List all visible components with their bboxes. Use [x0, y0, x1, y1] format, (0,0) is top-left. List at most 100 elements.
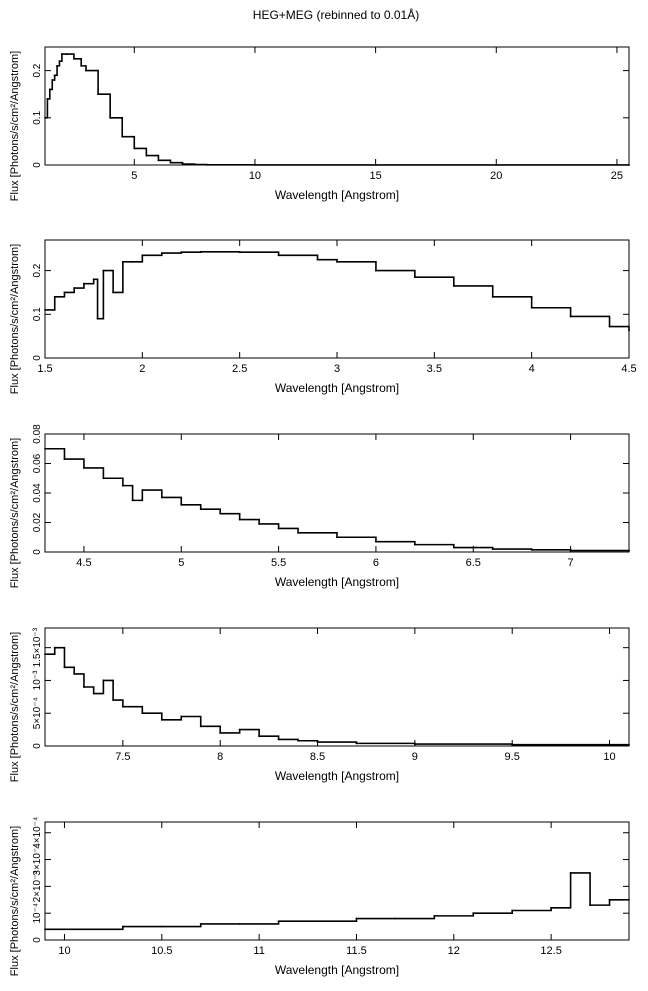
data-point — [375, 540, 377, 543]
data-point — [83, 686, 85, 688]
data-point — [85, 69, 87, 72]
data-point — [160, 496, 163, 499]
y-axis-label: Flux [Photons/s/cm²/Angstrom] — [9, 438, 21, 588]
x-tick-label: 7.5 — [115, 751, 130, 763]
data-point — [199, 250, 202, 253]
data-point — [53, 295, 56, 298]
data-point — [238, 518, 241, 521]
data-point — [297, 739, 299, 742]
data-point — [160, 925, 163, 928]
data-point — [550, 906, 553, 909]
y-tick-label: 0.2 — [32, 263, 43, 277]
x-tick-label: 11 — [253, 945, 264, 957]
plot-frame — [44, 46, 630, 166]
data-point — [141, 489, 144, 491]
x-axis-label: Wavelength [Angstrom] — [275, 963, 399, 977]
data-point — [511, 743, 514, 746]
data-point — [73, 57, 75, 60]
y-tick-label: 2×10⁻⁴ — [32, 870, 43, 902]
data-point — [102, 269, 105, 272]
data-point — [102, 477, 105, 480]
data-point — [83, 928, 85, 931]
data-point — [254, 164, 256, 166]
x-tick-label: 6 — [373, 557, 379, 569]
data-point — [277, 738, 280, 741]
data-point — [145, 154, 148, 157]
data-point — [452, 284, 455, 287]
x-tick-label: 3 — [334, 363, 340, 375]
data-point — [205, 163, 208, 166]
data-point — [83, 282, 85, 285]
x-tick-label: 6.5 — [466, 557, 481, 569]
data-point — [628, 164, 630, 166]
x-tick-label: 10 — [249, 170, 261, 182]
x-tick-label: 12 — [448, 945, 460, 957]
x-tick-label: 25 — [611, 170, 623, 182]
data-point — [51, 79, 54, 81]
x-tick-label: 10 — [603, 751, 615, 763]
data-point — [102, 679, 105, 682]
data-point — [112, 291, 115, 294]
data-point — [121, 484, 124, 487]
y-tick-label: 3×10⁻⁴ — [32, 843, 43, 875]
data-point — [46, 98, 49, 100]
plot-frame — [44, 821, 630, 941]
chart-panel-5: 10 10.5 11 11.5 12 12.5 0 10⁻⁴2×10⁻⁴3×10⁻⁴4×10⁻… — [9, 817, 630, 977]
data-point — [141, 712, 144, 715]
data-point — [374, 164, 377, 166]
data-point — [530, 306, 533, 309]
data-point — [131, 499, 134, 502]
x-tick-label: 8.5 — [310, 751, 325, 763]
data-point — [121, 705, 124, 708]
data-point — [109, 116, 112, 119]
x-tick-label: 5.5 — [271, 557, 286, 569]
x-axis-label: Wavelength [Angstrom] — [275, 575, 399, 589]
x-axis-label: Wavelength [Angstrom] — [275, 188, 399, 202]
data-point — [157, 159, 160, 162]
data-point — [44, 309, 46, 311]
data-point — [238, 728, 241, 731]
data-point — [511, 909, 514, 912]
series-line — [45, 872, 629, 931]
data-point — [258, 523, 261, 525]
data-point — [628, 743, 630, 746]
data-point — [199, 725, 202, 728]
data-point — [180, 503, 183, 506]
data-point — [569, 549, 572, 552]
data-point — [60, 53, 63, 55]
data-point — [277, 920, 280, 923]
data-point — [121, 260, 124, 263]
y-tick-label: 10⁻⁴ — [32, 903, 43, 924]
data-point — [258, 735, 261, 738]
y-tick-label: 0 — [32, 743, 43, 749]
y-tick-label: 0.2 — [32, 63, 43, 77]
data-point — [180, 251, 183, 254]
x-tick-label: 4.5 — [76, 557, 91, 569]
data-point — [495, 164, 498, 166]
x-tick-label: 15 — [369, 170, 381, 182]
x-axis-label: Wavelength [Angstrom] — [275, 381, 399, 395]
y-axis-label: Flux [Photons/s/cm²/Angstrom] — [9, 244, 21, 394]
y-axis-label: Flux [Photons/s/cm²/Angstrom] — [9, 51, 21, 201]
data-point — [121, 925, 124, 928]
data-point — [73, 287, 76, 289]
series-line — [45, 251, 630, 331]
data-point — [394, 917, 397, 920]
x-tick-label: 10.5 — [151, 945, 172, 957]
data-point — [628, 549, 630, 552]
data-point — [355, 742, 358, 745]
data-point — [238, 251, 241, 254]
data-point — [133, 147, 136, 150]
data-point — [44, 447, 46, 450]
data-point — [219, 512, 222, 515]
y-axis-label: Flux [Photons/s/cm²/Angstrom] — [9, 632, 21, 782]
data-point — [530, 548, 533, 551]
series-line — [45, 53, 629, 166]
data-point — [413, 543, 416, 546]
data-point — [199, 508, 202, 511]
x-tick-label: 2 — [139, 363, 145, 375]
y-tick-label: 0.06 — [32, 453, 43, 473]
data-point — [53, 74, 56, 77]
y-tick-label: 0 — [32, 355, 43, 361]
